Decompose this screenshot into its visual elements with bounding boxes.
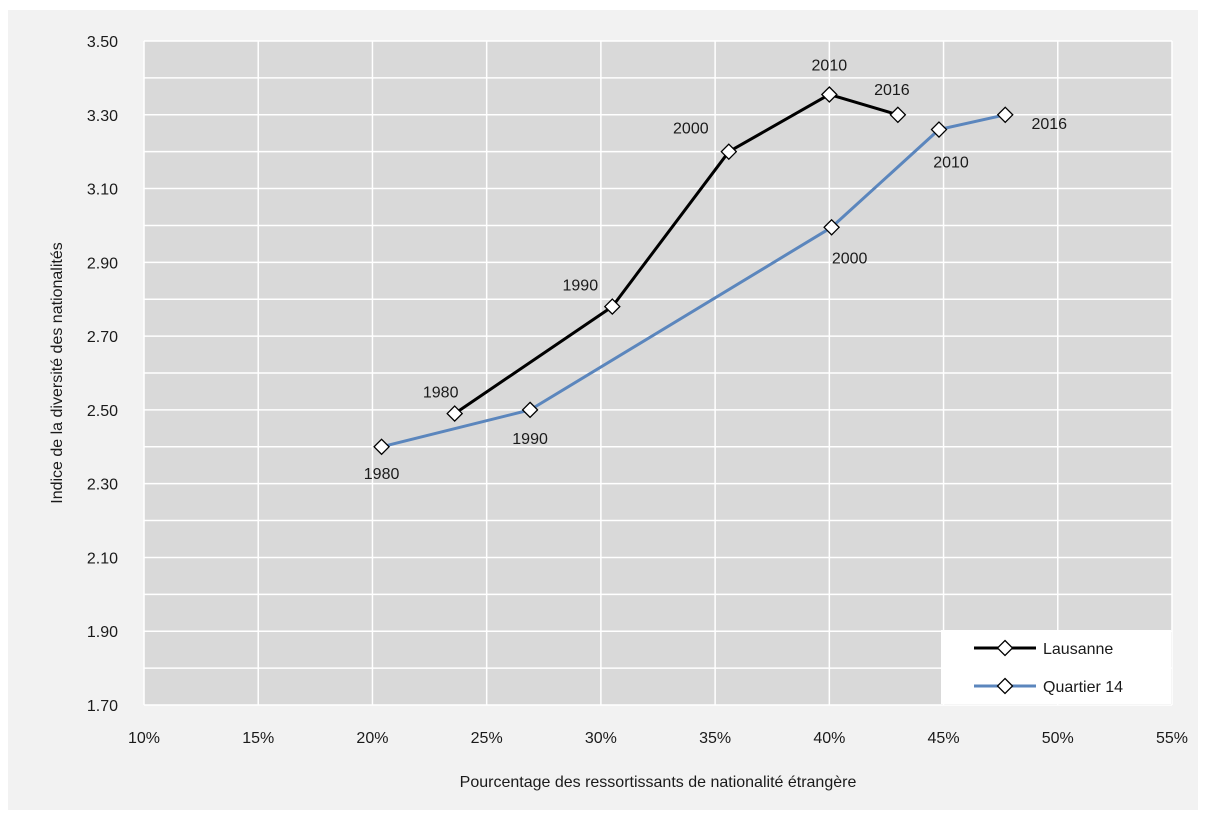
legend: Lausanne Quartier 14 (941, 630, 1171, 704)
x-tick-label: 10% (128, 730, 160, 747)
x-tick-label: 50% (1042, 730, 1074, 747)
x-tick-label: 55% (1156, 730, 1188, 747)
x-tick-label: 45% (928, 730, 960, 747)
y-tick-label: 2.30 (87, 477, 118, 494)
y-tick-label: 1.70 (87, 698, 118, 715)
data-point-label: 2016 (874, 82, 910, 99)
data-point-marker (521, 401, 539, 419)
data-point-marker (373, 438, 391, 456)
y-tick-label: 2.90 (87, 255, 118, 272)
data-point-marker (996, 106, 1014, 124)
data-point-label: 1980 (423, 385, 459, 402)
data-point-label: 1990 (512, 431, 548, 448)
point-labels: 1980 1990 2000 2010 2016 1980 1990 2000 2010 2016 (364, 57, 1067, 482)
y-tick-label: 2.70 (87, 329, 118, 346)
series-layer (373, 86, 1014, 456)
data-point-label: 1980 (364, 466, 400, 483)
legend-box (941, 630, 1171, 704)
data-point-label: 1990 (563, 278, 599, 295)
x-tick-label: 20% (356, 730, 388, 747)
y-tick-label: 1.90 (87, 624, 118, 641)
x-tick-label: 40% (813, 730, 845, 747)
data-point-marker (889, 106, 907, 124)
data-point-label: 2010 (933, 155, 969, 172)
data-point-marker (820, 86, 838, 103)
data-point-label: 2016 (1031, 116, 1067, 133)
legend-label: Quartier 14 (1043, 679, 1123, 696)
y-gridlines (144, 40, 1172, 706)
series-quartier-14 (373, 106, 1014, 456)
data-point-label: 2010 (812, 57, 848, 74)
y-axis-title: Indice de la diversité des nationalités (49, 242, 66, 504)
x-tick-label: 30% (585, 730, 617, 747)
legend-swatch-marker (996, 639, 1014, 657)
x-tick-label: 15% (242, 730, 274, 747)
y-tick-label: 3.50 (87, 34, 118, 51)
legend-item: Lausanne (974, 639, 1113, 658)
x-axis-title: Pourcentage des ressortissants de nation… (460, 774, 857, 791)
y-tick-label: 2.10 (87, 550, 118, 567)
legend-swatch-marker (996, 677, 1014, 695)
y-tick-label: 3.30 (87, 108, 118, 125)
data-point-label: 2000 (673, 121, 709, 138)
x-tick-label: 35% (699, 730, 731, 747)
x-tick-label: 25% (471, 730, 503, 747)
series-lausanne (446, 86, 907, 422)
y-tick-labels: 1.70 1.90 2.10 2.30 2.50 2.70 2.90 3.10 3.30 3.50 (87, 34, 118, 715)
data-point-marker (823, 218, 841, 236)
y-tick-label: 3.10 (87, 182, 118, 199)
data-point-marker (603, 298, 621, 316)
y-tick-label: 2.50 (87, 403, 118, 420)
data-point-label: 2000 (832, 250, 868, 267)
legend-item: Quartier 14 (974, 677, 1123, 696)
legend-label: Lausanne (1043, 641, 1113, 658)
data-point-marker (720, 143, 738, 161)
data-point-marker (446, 405, 464, 422)
data-point-marker (930, 121, 948, 138)
x-tick-labels: 10% 15% 20% 25% 30% 35% 40% 45% 50% 55% (128, 730, 1188, 747)
